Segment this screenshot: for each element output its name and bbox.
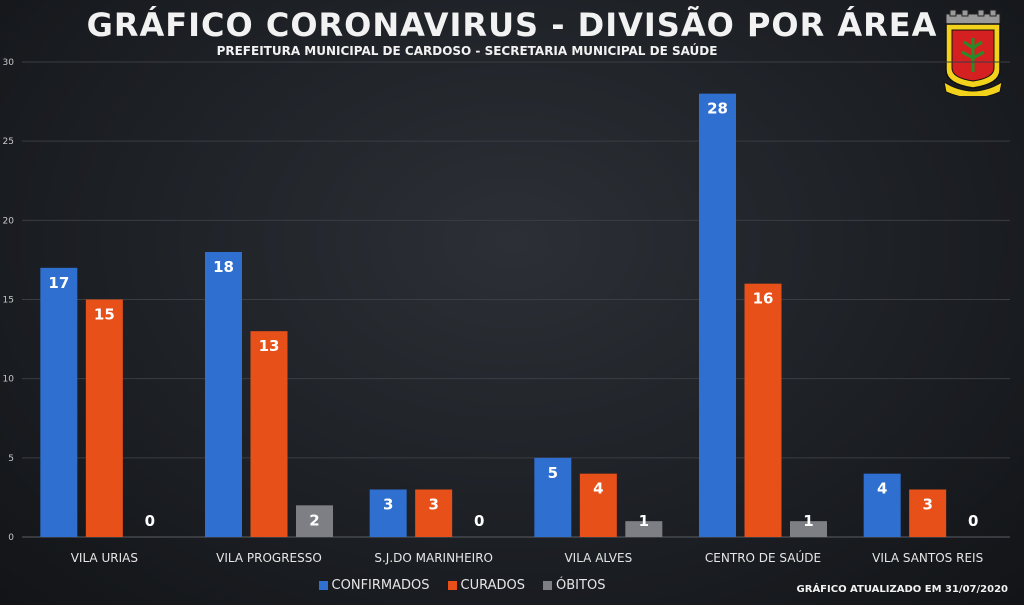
legend-item-curados: CURADOS bbox=[447, 578, 526, 593]
chart-subtitle: PREFEITURA MUNICIPAL DE CARDOSO - SECRET… bbox=[216, 44, 718, 58]
bar bbox=[205, 252, 242, 537]
x-category-label: CENTRO DE SAÚDE bbox=[705, 550, 821, 565]
y-tick-label: 0 bbox=[8, 533, 14, 543]
bar bbox=[909, 489, 947, 537]
bar bbox=[579, 473, 617, 537]
data-label: 3 bbox=[428, 496, 438, 514]
legend-label-obitos: ÓBITOS bbox=[556, 578, 606, 593]
data-label: 1 bbox=[803, 512, 813, 530]
bar bbox=[625, 521, 663, 537]
legend-label-confirmados: CONFIRMADOS bbox=[331, 578, 430, 593]
chart-title: GRÁFICO CORONAVIRUS - DIVISÃO POR ÁREA bbox=[86, 6, 938, 44]
data-label: 0 bbox=[474, 512, 484, 530]
bar bbox=[863, 473, 901, 537]
data-label: 3 bbox=[383, 496, 393, 514]
x-category-label: S.J.DO MARINHEIRO bbox=[374, 551, 493, 565]
x-category-label: VILA SANTOS REIS bbox=[872, 551, 983, 565]
data-label: 1 bbox=[639, 512, 649, 530]
bar bbox=[534, 457, 572, 537]
bar bbox=[369, 489, 407, 537]
legend-swatch-curados bbox=[447, 581, 457, 590]
x-category-label: VILA ALVES bbox=[564, 551, 632, 565]
city-crest-logo bbox=[943, 9, 1003, 96]
legend-item-confirmados: CONFIRMADOS bbox=[318, 578, 430, 593]
data-label: 3 bbox=[922, 496, 932, 514]
y-tick-label: 10 bbox=[3, 375, 15, 385]
y-tick-label: 30 bbox=[3, 58, 15, 68]
data-label: 5 bbox=[548, 464, 558, 482]
legend-swatch-obitos bbox=[543, 581, 553, 590]
legend-item-obitos: ÓBITOS bbox=[543, 578, 605, 593]
data-label: 4 bbox=[593, 480, 603, 498]
legend: CONFIRMADOS CURADOS ÓBITOS bbox=[0, 578, 974, 593]
data-label: 15 bbox=[94, 306, 115, 324]
x-category-label: VILA PROGRESSO bbox=[216, 551, 322, 565]
bar bbox=[790, 521, 827, 537]
y-tick-label: 15 bbox=[3, 296, 14, 306]
bar bbox=[296, 505, 333, 537]
bar bbox=[415, 489, 453, 537]
bar bbox=[699, 93, 736, 538]
data-label: 16 bbox=[753, 290, 774, 308]
legend-label-curados: CURADOS bbox=[460, 578, 526, 593]
data-label: 4 bbox=[877, 480, 887, 498]
legend-swatch-confirmados bbox=[318, 581, 328, 590]
y-tick-label: 20 bbox=[3, 216, 15, 226]
data-label: 18 bbox=[213, 258, 234, 276]
y-tick-label: 5 bbox=[8, 454, 14, 464]
data-label: 28 bbox=[707, 100, 728, 118]
data-label: 0 bbox=[968, 512, 978, 530]
bar bbox=[85, 299, 123, 537]
data-label: 13 bbox=[259, 337, 280, 355]
bar bbox=[250, 331, 288, 537]
x-category-label: VILA URIAS bbox=[71, 551, 138, 565]
update-footnote: GRÁFICO ATUALIZADO EM 31/07/2020 bbox=[796, 584, 1008, 595]
y-tick-label: 25 bbox=[3, 137, 14, 147]
data-label: 2 bbox=[309, 511, 319, 529]
bar bbox=[40, 267, 78, 537]
data-label: 17 bbox=[48, 274, 69, 292]
bar bbox=[744, 283, 782, 537]
data-label: 0 bbox=[145, 512, 155, 530]
